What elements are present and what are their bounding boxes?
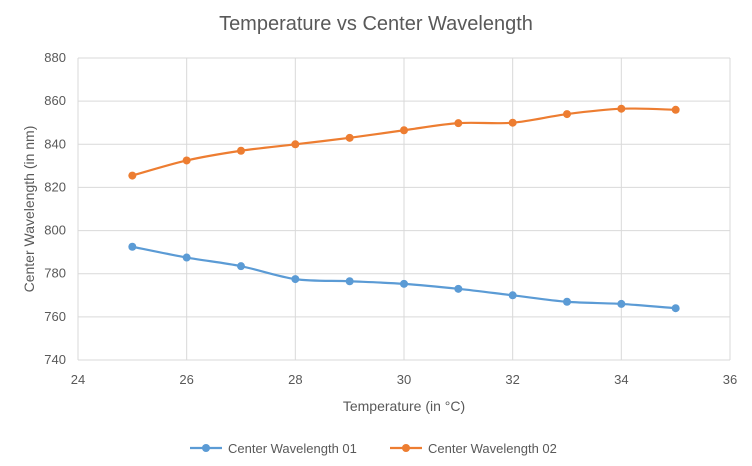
legend-swatch-marker [402,444,410,452]
y-tick-label: 760 [44,309,66,324]
legend-swatch-marker [202,444,210,452]
y-tick-label: 780 [44,266,66,281]
data-point [508,291,517,300]
x-axis-label: Temperature (in °C) [343,398,465,414]
data-point [563,110,571,119]
data-point [237,262,245,271]
x-tick-label: 26 [179,372,193,387]
x-tick-label: 36 [723,372,737,387]
chart-title: Temperature vs Center Wavelength [219,13,533,35]
x-tick-labels: 24 26 28 30 32 34 36 [71,372,737,387]
data-point [345,277,354,286]
y-tick-label: 820 [44,179,66,194]
y-tick-label: 800 [44,223,66,238]
data-point [128,242,137,251]
data-point [617,104,626,113]
y-axis-label: Center Wavelength (in nm) [21,126,37,293]
y-tick-label: 840 [44,136,66,151]
data-point [291,140,300,149]
data-point [182,156,191,165]
x-tick-label: 32 [505,372,519,387]
data-point [400,279,408,288]
legend-item-2: Center Wavelength 02 [390,441,557,456]
data-point [237,146,245,155]
legend-item-1: Center Wavelength 01 [190,441,357,456]
data-point [128,171,137,180]
legend: Center Wavelength 01 Center Wavelength 02 [190,441,557,456]
data-point [563,297,571,306]
legend-label: Center Wavelength 02 [428,441,557,456]
series-1 [128,242,680,313]
data-point [508,118,517,127]
data-point [671,304,680,313]
x-tick-label: 28 [288,372,302,387]
data-point [345,133,354,142]
data-point [182,253,191,262]
y-tick-label: 860 [44,93,66,108]
x-tick-label: 24 [71,372,85,387]
series-layer [128,104,680,313]
series-2 [128,104,680,180]
y-tick-labels: 740 760 780 800 820 840 860 880 [44,50,66,367]
data-point [291,275,300,284]
x-tick-label: 30 [397,372,411,387]
gridlines [77,57,731,361]
y-tick-label: 740 [44,352,66,367]
data-point [400,126,408,135]
data-point [671,105,680,114]
legend-label: Center Wavelength 01 [228,441,357,456]
data-point [454,119,463,128]
x-tick-label: 34 [614,372,628,387]
data-point [454,284,463,293]
y-tick-label: 880 [44,50,66,65]
data-point [617,299,626,308]
